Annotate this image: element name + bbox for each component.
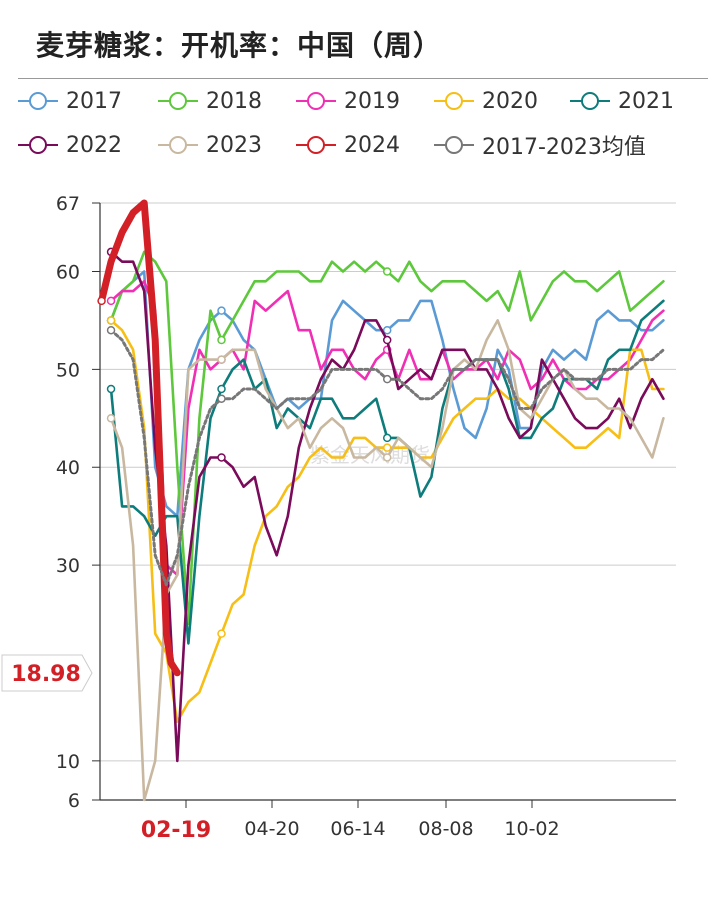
legend-swatch bbox=[18, 136, 58, 154]
data-point-avg bbox=[382, 374, 392, 384]
legend-item-2018[interactable]: 2018 bbox=[158, 86, 262, 116]
data-point-avg bbox=[217, 394, 226, 403]
data-point-2018 bbox=[217, 335, 226, 345]
series-layer bbox=[97, 199, 665, 802]
legend-swatch-marker bbox=[445, 92, 463, 110]
y-tick-label: 60 bbox=[56, 262, 80, 284]
value-callout-box bbox=[1, 654, 93, 692]
data-point-2021 bbox=[382, 433, 392, 443]
series-line-2023 bbox=[109, 319, 665, 802]
x-tick-label: 06-14 bbox=[330, 818, 385, 840]
legend-label: 2019 bbox=[344, 88, 400, 114]
legend-swatch-marker bbox=[581, 92, 599, 110]
legend-swatch-marker bbox=[29, 136, 47, 154]
y-tick-label: 30 bbox=[56, 555, 80, 577]
y-tick-label: 67 bbox=[56, 193, 80, 215]
x-tick-label: 04-20 bbox=[244, 818, 299, 840]
legend-label: 2020 bbox=[482, 88, 538, 114]
data-point-2024 bbox=[97, 296, 106, 306]
y-tick-label: 40 bbox=[56, 457, 80, 479]
legend-item-2021[interactable]: 2021 bbox=[570, 86, 674, 116]
title-divider bbox=[18, 78, 708, 79]
legend-item-2020[interactable]: 2020 bbox=[434, 86, 538, 116]
legend-swatch bbox=[296, 92, 336, 110]
legend-swatch-marker bbox=[29, 92, 47, 110]
legend-item-2024[interactable]: 2024 bbox=[296, 130, 400, 160]
data-point-2022 bbox=[382, 335, 392, 345]
legend-label: 2024 bbox=[344, 132, 400, 158]
legend-swatch-marker bbox=[169, 136, 187, 154]
data-point-2017 bbox=[217, 306, 226, 315]
data-point-2018 bbox=[382, 267, 392, 276]
x-callout-box bbox=[134, 812, 238, 846]
data-point-2022 bbox=[217, 453, 226, 462]
x-tick-label: 10-02 bbox=[504, 818, 559, 840]
legend-item-2022[interactable]: 2022 bbox=[18, 130, 122, 160]
legend-label: 2017 bbox=[66, 88, 122, 114]
x-tick-label: 08-08 bbox=[418, 818, 473, 840]
legend-swatch bbox=[158, 136, 198, 154]
chart-title: 麦芽糖浆：开机率：中国（周） bbox=[36, 29, 443, 62]
data-point-2019 bbox=[106, 296, 116, 306]
y-tick-label: 50 bbox=[56, 359, 80, 381]
data-point-avg bbox=[106, 325, 116, 335]
data-point-2020 bbox=[382, 443, 392, 452]
legend-item-2017[interactable]: 2017 bbox=[18, 86, 122, 116]
highlight-layer: 18.98 02-19 bbox=[1, 654, 238, 846]
legend-swatch bbox=[434, 92, 474, 110]
data-point-2020 bbox=[106, 316, 116, 325]
legend-swatch bbox=[296, 136, 336, 154]
data-point-2021 bbox=[106, 384, 116, 394]
legend-label: 2018 bbox=[206, 88, 262, 114]
tick-labels: 67 60 50 40 30 10 6 02-19 04-20 06-14 08-08 10-02 bbox=[56, 193, 560, 840]
series-line-2024 bbox=[98, 199, 181, 677]
data-point-2023 bbox=[382, 453, 392, 462]
value-callout-label: 18.98 bbox=[11, 662, 81, 687]
legend-label: 2023 bbox=[206, 132, 262, 158]
legend-item-2019[interactable]: 2019 bbox=[296, 86, 400, 116]
y-tick-label: 10 bbox=[56, 751, 80, 773]
legend-item-avg[interactable]: 2017-2023均值 bbox=[434, 130, 646, 160]
legend-swatch bbox=[570, 92, 610, 110]
y-tick-label: 6 bbox=[68, 790, 80, 812]
data-point-2020 bbox=[217, 629, 226, 638]
data-point-2017 bbox=[382, 325, 392, 335]
legend-label: 2021 bbox=[618, 88, 674, 114]
legend-swatch bbox=[434, 136, 474, 154]
legend-swatch-marker bbox=[307, 136, 325, 154]
legend-item-2023[interactable]: 2023 bbox=[158, 130, 262, 160]
data-point-2021 bbox=[217, 384, 226, 394]
data-point-2023 bbox=[106, 414, 116, 423]
legend-swatch-marker bbox=[445, 136, 463, 154]
legend-swatch bbox=[18, 92, 58, 110]
x-callout-label: 02-19 bbox=[141, 818, 211, 843]
data-point-2023 bbox=[217, 355, 226, 364]
legend-label: 2022 bbox=[66, 132, 122, 158]
legend-swatch-marker bbox=[169, 92, 187, 110]
legend-swatch-marker bbox=[307, 92, 325, 110]
legend-swatch bbox=[158, 92, 198, 110]
legend-label: 2017-2023均值 bbox=[482, 135, 646, 160]
